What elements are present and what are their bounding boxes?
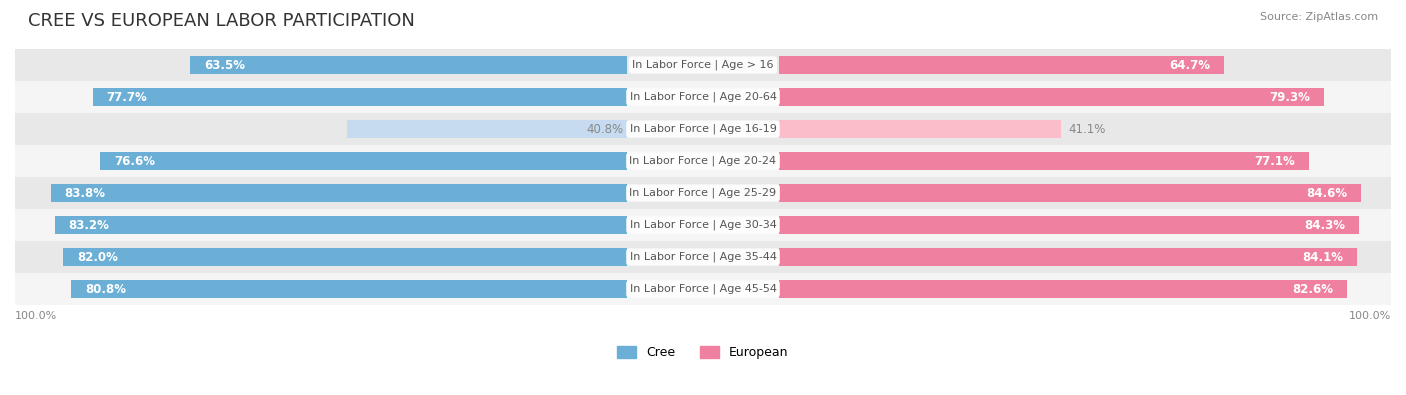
Bar — [15, 273, 1391, 305]
Text: In Labor Force | Age 30-34: In Labor Force | Age 30-34 — [630, 220, 776, 230]
Text: In Labor Force | Age 20-64: In Labor Force | Age 20-64 — [630, 92, 776, 102]
Bar — [779, 88, 1324, 106]
Bar — [779, 248, 1357, 266]
Text: 77.1%: 77.1% — [1254, 154, 1295, 167]
Bar — [100, 152, 627, 170]
Text: 79.3%: 79.3% — [1270, 90, 1310, 103]
Text: In Labor Force | Age > 16: In Labor Force | Age > 16 — [633, 60, 773, 70]
Text: In Labor Force | Age 16-19: In Labor Force | Age 16-19 — [630, 124, 776, 134]
Text: 80.8%: 80.8% — [86, 282, 127, 295]
Text: In Labor Force | Age 35-44: In Labor Force | Age 35-44 — [630, 252, 776, 262]
Bar — [779, 120, 1062, 138]
Bar — [779, 56, 1223, 74]
Bar — [15, 49, 1391, 81]
Text: In Labor Force | Age 25-29: In Labor Force | Age 25-29 — [630, 188, 776, 198]
Text: 84.3%: 84.3% — [1303, 218, 1346, 231]
Text: 100.0%: 100.0% — [15, 311, 58, 321]
Bar — [15, 145, 1391, 177]
Bar — [779, 280, 1347, 298]
Text: 82.6%: 82.6% — [1292, 282, 1333, 295]
Text: 84.6%: 84.6% — [1306, 186, 1347, 199]
Text: 100.0%: 100.0% — [1348, 311, 1391, 321]
Text: 82.0%: 82.0% — [77, 250, 118, 263]
Bar — [15, 209, 1391, 241]
Text: 77.7%: 77.7% — [107, 90, 148, 103]
Text: Source: ZipAtlas.com: Source: ZipAtlas.com — [1260, 12, 1378, 22]
Bar — [51, 184, 627, 202]
Text: 40.8%: 40.8% — [586, 122, 624, 135]
Bar — [63, 248, 627, 266]
Bar — [15, 81, 1391, 113]
Text: 83.2%: 83.2% — [69, 218, 110, 231]
Text: In Labor Force | Age 45-54: In Labor Force | Age 45-54 — [630, 284, 776, 294]
Bar — [779, 216, 1358, 234]
Text: 64.7%: 64.7% — [1168, 58, 1211, 71]
Bar — [15, 241, 1391, 273]
Bar — [15, 177, 1391, 209]
Bar — [779, 152, 1309, 170]
Text: CREE VS EUROPEAN LABOR PARTICIPATION: CREE VS EUROPEAN LABOR PARTICIPATION — [28, 12, 415, 30]
Text: 41.1%: 41.1% — [1069, 122, 1105, 135]
Bar — [55, 216, 627, 234]
Text: 83.8%: 83.8% — [65, 186, 105, 199]
Text: 63.5%: 63.5% — [204, 58, 245, 71]
Bar — [93, 88, 627, 106]
Text: In Labor Force | Age 20-24: In Labor Force | Age 20-24 — [630, 156, 776, 166]
Text: 76.6%: 76.6% — [114, 154, 155, 167]
Bar — [779, 184, 1361, 202]
Legend: Cree, European: Cree, European — [613, 341, 793, 364]
Bar — [347, 120, 627, 138]
Bar — [72, 280, 627, 298]
Bar — [15, 113, 1391, 145]
Text: 84.1%: 84.1% — [1302, 250, 1344, 263]
Bar — [190, 56, 627, 74]
